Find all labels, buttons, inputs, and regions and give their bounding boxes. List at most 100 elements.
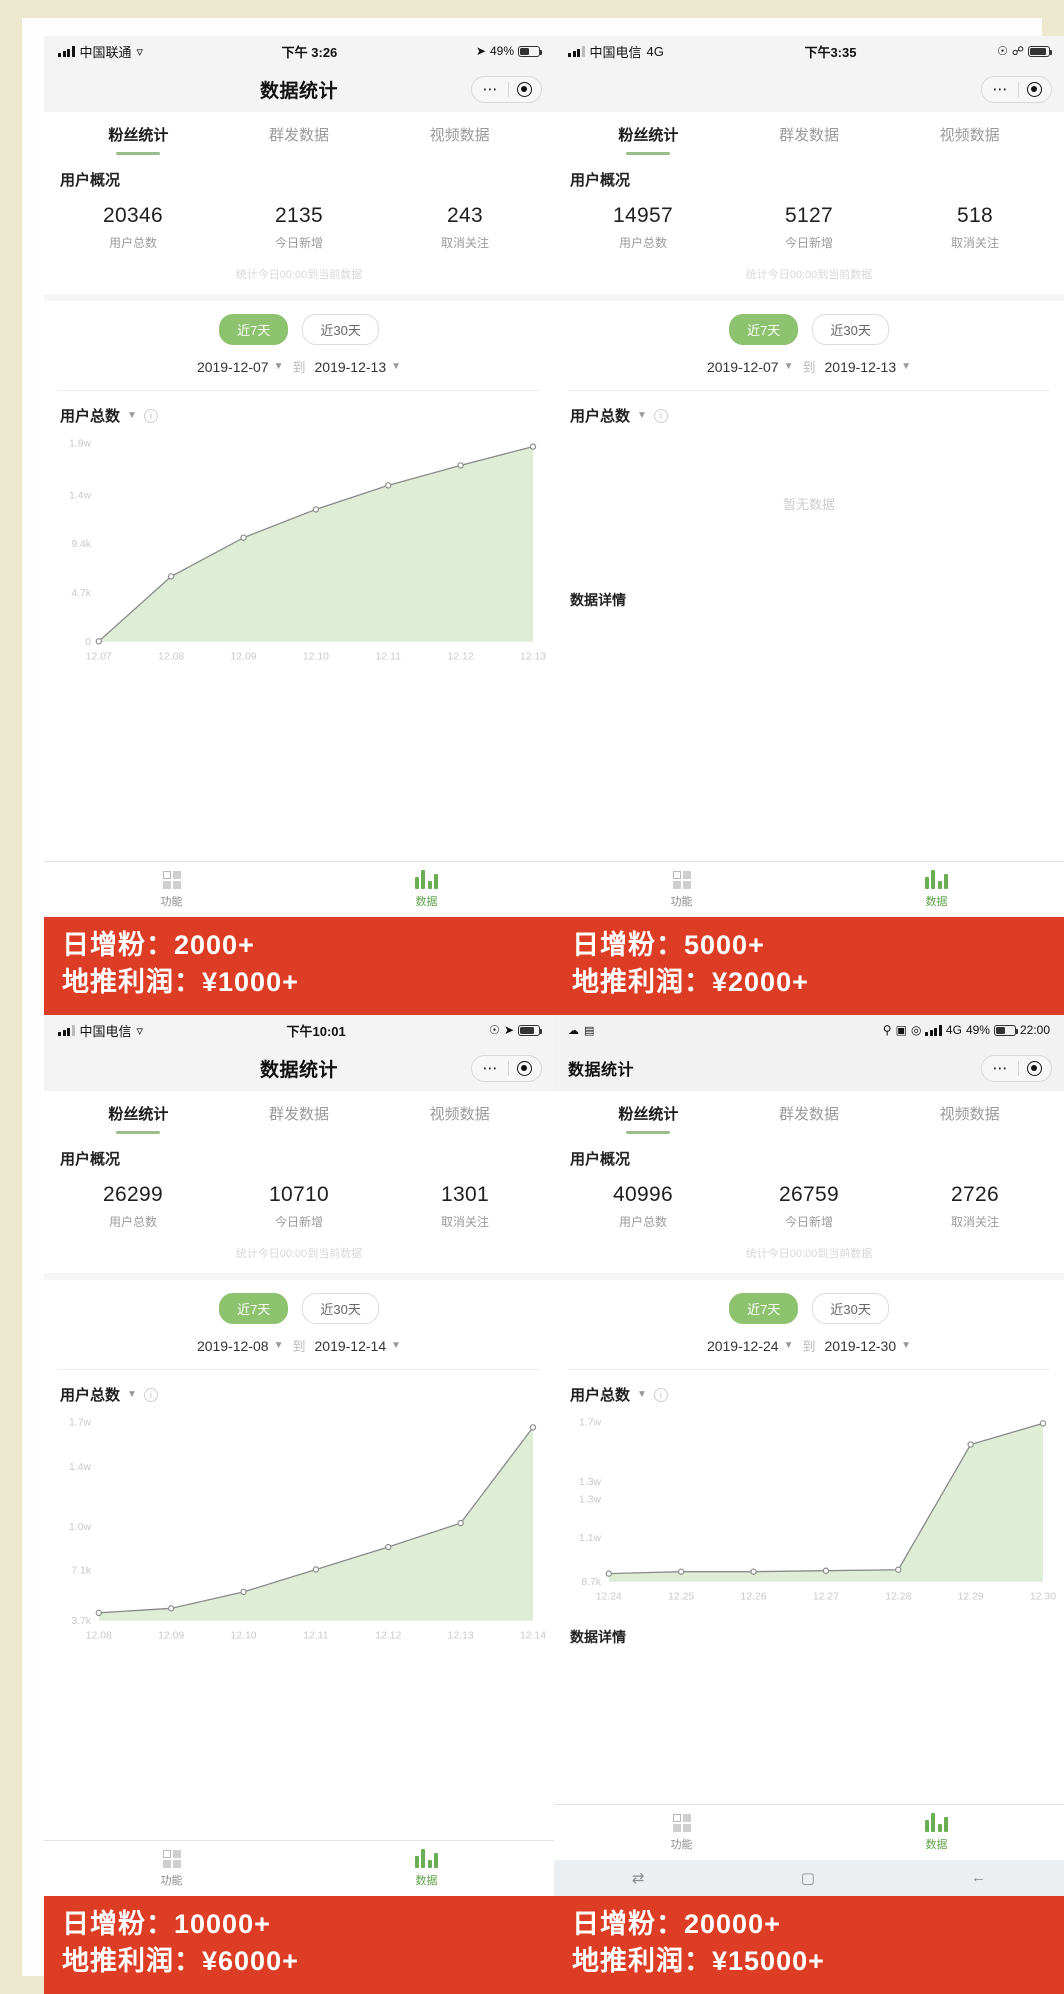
bottom-nav-1[interactable]: 功能 数据 bbox=[44, 860, 554, 917]
info-icon[interactable]: i bbox=[653, 1387, 668, 1402]
chart-empty-state: 暂无数据 bbox=[782, 496, 835, 512]
date-start-value: 2019-12-07 bbox=[706, 358, 779, 375]
status-left-2: 中国电信 4G bbox=[568, 42, 664, 61]
tab-fans-stats[interactable]: 粉丝统计 bbox=[616, 1097, 680, 1130]
mini-program-capsule[interactable]: ⋯ bbox=[981, 1054, 1052, 1082]
date-start-picker[interactable]: 2019-12-08 ▼ bbox=[197, 1338, 284, 1354]
nav-label: 数据 bbox=[415, 1874, 438, 1887]
chevron-down-icon[interactable]: ▼ bbox=[637, 410, 647, 421]
chart-header-1[interactable]: 用户总数 ▼ i bbox=[44, 391, 554, 428]
date-range-2[interactable]: 2019-12-07 ▼ 到 2019-12-13 ▼ bbox=[554, 345, 1064, 390]
stat-value: 40996 bbox=[613, 1183, 673, 1206]
nav-item-data[interactable]: 数据 bbox=[299, 1848, 554, 1888]
chart-header-4[interactable]: 用户总数 ▼ i bbox=[554, 1370, 1064, 1407]
tab-bar-3[interactable]: 粉丝统计 群发数据 视频数据 bbox=[44, 1091, 554, 1135]
mini-program-capsule[interactable]: ⋯ bbox=[471, 1054, 542, 1082]
back-key[interactable]: ← bbox=[970, 1869, 986, 1886]
more-icon[interactable]: ⋯ bbox=[482, 80, 500, 98]
bottom-nav-4[interactable]: 功能 数据 bbox=[554, 1803, 1064, 1860]
pill-last-30-days[interactable]: 近30天 bbox=[812, 314, 889, 345]
tab-video-data[interactable]: 视频数据 bbox=[429, 1105, 490, 1123]
capsule-buttons-4[interactable]: ⋯ bbox=[981, 1054, 1052, 1082]
pill-last-30-days[interactable]: 近30天 bbox=[302, 314, 379, 345]
date-end-picker[interactable]: 2019-12-14 ▼ bbox=[315, 1338, 402, 1354]
tab-mass-send[interactable]: 群发数据 bbox=[268, 1105, 329, 1123]
tab-mass-send[interactable]: 群发数据 bbox=[268, 126, 329, 144]
date-start-picker[interactable]: 2019-12-24 ▼ bbox=[707, 1338, 794, 1354]
bottom-nav-3[interactable]: 功能 数据 bbox=[44, 1839, 554, 1896]
range-pills-3[interactable]: 近7天 近30天 bbox=[44, 1280, 554, 1324]
more-icon[interactable]: ⋯ bbox=[482, 1059, 500, 1077]
nav-item-data[interactable]: 数据 bbox=[809, 869, 1064, 909]
mini-program-capsule[interactable]: ⋯ bbox=[471, 75, 542, 103]
more-icon[interactable]: ⋯ bbox=[992, 80, 1010, 98]
tab-video-data[interactable]: 视频数据 bbox=[939, 126, 1000, 144]
chart-header-2[interactable]: 用户总数 ▼ i bbox=[554, 391, 1064, 428]
nav-item-data[interactable]: 数据 bbox=[809, 1812, 1064, 1852]
date-end-picker[interactable]: 2019-12-30 ▼ bbox=[825, 1338, 912, 1354]
nav-item-data[interactable]: 数据 bbox=[299, 869, 554, 909]
mini-program-capsule[interactable]: ⋯ bbox=[981, 75, 1052, 103]
chart-header-3[interactable]: 用户总数 ▼ i bbox=[44, 1370, 554, 1407]
chevron-down-icon[interactable]: ▼ bbox=[127, 410, 137, 421]
range-pills-4[interactable]: 近7天 近30天 bbox=[554, 1280, 1064, 1324]
tab-bar-2[interactable]: 粉丝统计 群发数据 视频数据 bbox=[554, 112, 1064, 156]
tab-bar-4[interactable]: 粉丝统计 群发数据 视频数据 bbox=[554, 1091, 1064, 1135]
date-range-4[interactable]: 2019-12-24 ▼ 到 2019-12-30 ▼ bbox=[554, 1324, 1064, 1369]
close-target-icon[interactable] bbox=[1019, 81, 1049, 97]
close-target-icon[interactable] bbox=[509, 1060, 539, 1076]
tab-fans-stats[interactable]: 粉丝统计 bbox=[106, 1097, 170, 1130]
nav-item-functions[interactable]: 功能 bbox=[44, 870, 299, 909]
nav-item-functions[interactable]: 功能 bbox=[554, 870, 809, 909]
divider-line bbox=[58, 1369, 540, 1370]
tab-mass-send[interactable]: 群发数据 bbox=[778, 1105, 839, 1123]
capsule-buttons-1[interactable]: ⋯ bbox=[471, 75, 542, 103]
android-nav-keys[interactable]: ⇄ ▢ ← bbox=[554, 1859, 1064, 1896]
close-target-icon[interactable] bbox=[1019, 1060, 1049, 1076]
date-range-1[interactable]: 2019-12-07 ▼ 到 2019-12-13 ▼ bbox=[44, 345, 554, 390]
pill-last-7-days[interactable]: 近7天 bbox=[729, 314, 799, 345]
date-end-value: 2019-12-13 bbox=[824, 358, 897, 375]
date-start-picker[interactable]: 2019-12-07 ▼ bbox=[707, 359, 794, 375]
pill-last-7-days[interactable]: 近7天 bbox=[729, 1293, 799, 1324]
stat-value: 5127 bbox=[785, 204, 833, 227]
tab-bar-1[interactable]: 粉丝统计 群发数据 视频数据 bbox=[44, 112, 554, 156]
bottom-nav-2[interactable]: 功能 数据 bbox=[554, 860, 1064, 917]
pill-last-30-days[interactable]: 近30天 bbox=[302, 1293, 379, 1324]
location-icon: ⚲ bbox=[882, 1023, 892, 1037]
date-range-3[interactable]: 2019-12-08 ▼ 到 2019-12-14 ▼ bbox=[44, 1324, 554, 1369]
range-pills-2[interactable]: 近7天 近30天 bbox=[554, 301, 1064, 345]
tab-video-data[interactable]: 视频数据 bbox=[939, 1105, 1000, 1123]
banner-line-fans: 日增粉：2000+ bbox=[62, 929, 255, 960]
nav-item-functions[interactable]: 功能 bbox=[44, 1849, 299, 1888]
banner-line-fans: 日增粉：10000+ bbox=[62, 1908, 271, 1939]
capsule-buttons-2[interactable]: ⋯ bbox=[981, 75, 1052, 103]
pill-last-30-days[interactable]: 近30天 bbox=[812, 1293, 889, 1324]
info-icon[interactable]: i bbox=[143, 1387, 158, 1402]
svg-text:12.12: 12.12 bbox=[375, 1631, 401, 1642]
chevron-down-icon[interactable]: ▼ bbox=[637, 1389, 647, 1400]
date-end-picker[interactable]: 2019-12-13 ▼ bbox=[825, 359, 912, 375]
tab-fans-stats[interactable]: 粉丝统计 bbox=[106, 118, 170, 151]
close-target-icon[interactable] bbox=[509, 81, 539, 97]
svg-text:4.7k: 4.7k bbox=[71, 588, 91, 599]
date-range-separator: 到 bbox=[292, 1339, 306, 1354]
chevron-down-icon[interactable]: ▼ bbox=[127, 1389, 137, 1400]
nav-item-functions[interactable]: 功能 bbox=[554, 1813, 809, 1852]
pill-last-7-days[interactable]: 近7天 bbox=[219, 1293, 289, 1324]
tab-video-data[interactable]: 视频数据 bbox=[429, 126, 490, 144]
chevron-down-icon: ▼ bbox=[901, 361, 912, 372]
range-pills-1[interactable]: 近7天 近30天 bbox=[44, 301, 554, 345]
pill-last-7-days[interactable]: 近7天 bbox=[219, 314, 289, 345]
date-end-picker[interactable]: 2019-12-13 ▼ bbox=[315, 359, 402, 375]
info-icon[interactable]: i bbox=[653, 408, 668, 423]
tab-fans-stats[interactable]: 粉丝统计 bbox=[616, 118, 680, 151]
date-start-picker[interactable]: 2019-12-07 ▼ bbox=[197, 359, 284, 375]
phone-frame-1: 中国联通 ▿ 下午 3:26 ➤ 49% 数据统计 ⋯ bbox=[44, 36, 554, 917]
tab-mass-send[interactable]: 群发数据 bbox=[778, 126, 839, 144]
recent-apps-key[interactable]: ⇄ bbox=[632, 1869, 645, 1887]
more-icon[interactable]: ⋯ bbox=[992, 1059, 1010, 1077]
info-icon[interactable]: i bbox=[143, 408, 158, 423]
capsule-buttons-3[interactable]: ⋯ bbox=[471, 1054, 542, 1082]
home-key[interactable]: ▢ bbox=[800, 1869, 815, 1887]
